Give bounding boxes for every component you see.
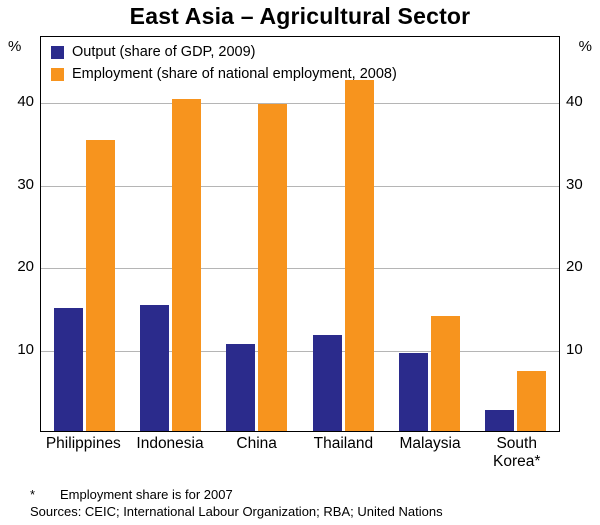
output-bar (485, 410, 515, 431)
employment-bar (344, 80, 374, 431)
bar-group (300, 37, 386, 431)
bar-group (41, 37, 127, 431)
x-category-label: Thailand (313, 435, 374, 452)
bar-group (127, 37, 213, 431)
y-tick-label-left: 10 (17, 340, 34, 358)
legend-swatch (51, 67, 64, 81)
employment-bar (517, 370, 547, 431)
y-tick-label-right: 20 (566, 258, 583, 275)
output-bar (312, 335, 342, 431)
chart-title: East Asia – Agricultural Sector (129, 3, 471, 29)
y-tick-label-right: 40 (566, 93, 583, 110)
y-axis-unit-left: % (8, 38, 22, 55)
x-category-label: Philippines (45, 435, 121, 452)
gridline (41, 350, 559, 352)
sources-line: Sources: CEIC; International Labour Orga… (30, 503, 443, 519)
y-tick-label-right: 30 (566, 175, 583, 193)
y-tick-label-right: 10 (566, 340, 583, 358)
plot-area: Output (share of GDP, 2009) Employment (s… (40, 36, 560, 432)
output-bar (226, 343, 256, 431)
y-axis-unit-right: % (578, 38, 592, 55)
y-tick-label-left: 20 (17, 258, 34, 275)
gridline (41, 185, 559, 187)
bar-group (386, 37, 472, 431)
legend-label: Output (share of GDP, 2009) (72, 44, 256, 60)
gridline (41, 103, 559, 104)
legend: Output (share of GDP, 2009) Employment (s… (51, 44, 397, 88)
footnote-text: Employment share is for 2007 (60, 487, 233, 502)
footnotes: * Employment share is for 2007 Sources: … (30, 487, 443, 521)
employment-bar (85, 139, 115, 431)
legend-item: Output (share of GDP, 2009) (51, 44, 397, 60)
x-category-label: Indonesia (136, 435, 204, 452)
output-bar (53, 308, 83, 431)
x-category-label: Malaysia (399, 435, 461, 452)
x-axis-labels: Philippines Indonesia China Thailand Malaysi… (40, 435, 560, 472)
footnote-marker: * (30, 487, 36, 502)
output-bar (139, 304, 169, 431)
legend-swatch (51, 45, 64, 59)
employment-bar (171, 98, 201, 431)
output-bar (398, 352, 428, 431)
legend-item: Employment (share of national employment… (51, 66, 397, 82)
chart: % % Output (share of GDP, 2009) Employmen… (0, 30, 600, 482)
y-tick-label-left: 30 (17, 175, 34, 193)
bar-group (473, 37, 559, 431)
bar-group (214, 37, 300, 431)
employment-bar (430, 315, 460, 431)
employment-bar (258, 104, 288, 431)
y-tick-label-left: 40 (17, 93, 34, 110)
x-category-label: South Korea* (492, 435, 541, 471)
x-category-label: China (236, 435, 277, 452)
legend-label: Employment (share of national employment… (72, 66, 397, 82)
gridline (41, 268, 559, 269)
bar-groups (41, 37, 559, 431)
footnote-line: * Employment share is for 2007 (30, 487, 443, 504)
